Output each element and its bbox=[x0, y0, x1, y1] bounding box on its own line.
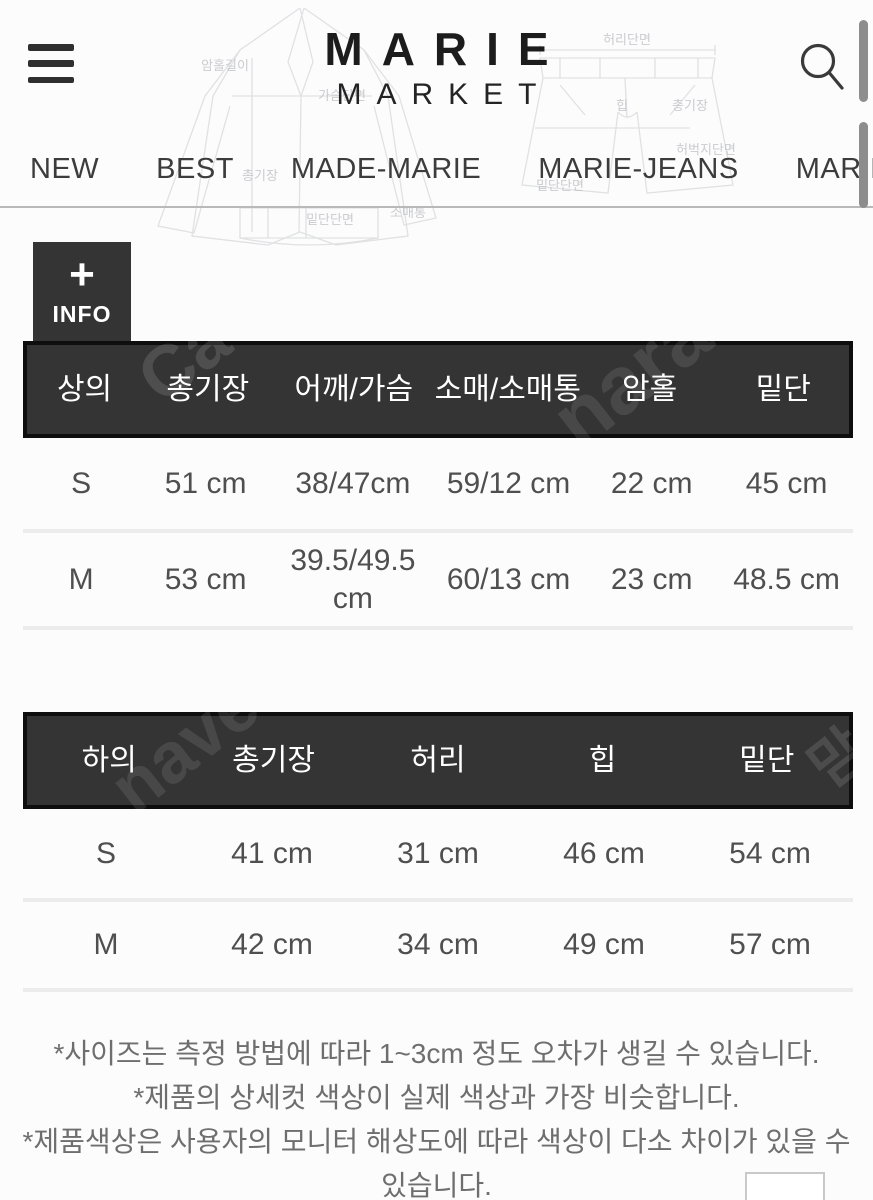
value-cell: 59/12 cm bbox=[446, 466, 571, 500]
shorts-sketch bbox=[521, 45, 734, 194]
value-cell: 48.5 cm bbox=[733, 562, 840, 596]
scrollbar-thumb[interactable] bbox=[859, 122, 868, 208]
column-header: 허리 bbox=[410, 743, 466, 777]
jacket-sketch-labels: 암홀길이 가슴단면 총기장 밑단단면 소매통 bbox=[201, 58, 426, 227]
sketch-label: 소매통 bbox=[390, 205, 426, 220]
row-divider bbox=[23, 626, 853, 630]
value-cell: 22 cm bbox=[610, 466, 693, 500]
column-header: 하의 bbox=[81, 743, 137, 777]
value-cell: 60/13 cm bbox=[446, 562, 571, 596]
sketch-label: 총기장 bbox=[242, 168, 278, 183]
nav-divider bbox=[0, 206, 873, 208]
tops-table-header: 상의 총기장 어깨/가슴 소매/소매통 암홀 밑단 bbox=[23, 341, 853, 438]
sketch-label: 밑단단면 bbox=[536, 178, 584, 193]
nav-item-best[interactable]: BEST bbox=[156, 152, 234, 185]
sketch-label: 가슴단면 bbox=[318, 88, 366, 103]
info-badge[interactable]: + INFO bbox=[33, 242, 131, 341]
size-cell: M bbox=[93, 928, 119, 961]
garment-sketch: 암홀길이 가슴단면 총기장 밑단단면 소매통 허리단면 힙 총기장 허벅지단면 … bbox=[157, 7, 736, 246]
value-cell: 57 cm bbox=[729, 928, 811, 961]
value-cell: 53 cm bbox=[164, 562, 247, 596]
note-line: *제품색상은 사용자의 모니터 해상도에 따라 색상이 다소 차이가 있을 수 … bbox=[22, 1126, 851, 1200]
shorts-sketch-labels: 허리단면 힙 총기장 허벅지단면 밑단단면 bbox=[536, 32, 736, 193]
column-header: 암홀 bbox=[622, 372, 678, 406]
menu-icon bbox=[28, 76, 74, 83]
value-cell: 42 cm bbox=[231, 928, 313, 961]
note-line: *제품의 상세컷 색상이 실제 색상과 가장 비슷합니다. bbox=[133, 1082, 740, 1113]
value-cell: 39.5/49.5 cm bbox=[290, 543, 416, 615]
column-header: 힙 bbox=[588, 743, 617, 777]
column-header: 소매/소매통 bbox=[434, 372, 582, 406]
main-nav: NEW BEST MADE-MARIE MARIE-JEANS MARIE-H bbox=[30, 147, 873, 191]
value-cell: 23 cm bbox=[610, 562, 693, 596]
table-row: M 53 cm 39.5/49.5 cm 60/13 cm 23 cm 48.5… bbox=[23, 533, 853, 626]
value-cell: 49 cm bbox=[563, 928, 645, 961]
value-cell: 46 cm bbox=[563, 836, 645, 870]
menu-icon bbox=[28, 60, 74, 67]
plus-icon: + bbox=[69, 250, 95, 299]
sketch-label: 총기장 bbox=[672, 98, 708, 113]
sketch-label: 밑단단면 bbox=[306, 212, 354, 227]
site-logo[interactable]: MARIE MARKET bbox=[0, 24, 873, 112]
size-cell: S bbox=[95, 836, 116, 870]
value-cell: 41 cm bbox=[231, 836, 313, 870]
column-header: 상의 bbox=[56, 372, 113, 406]
size-cell: M bbox=[68, 562, 94, 596]
bottoms-size-table: 하의 총기장 허리 힙 밑단 S 41 cm 31 cm 46 cm 54 cm… bbox=[23, 712, 853, 992]
nav-item-new[interactable]: NEW bbox=[30, 152, 100, 185]
bottoms-table-header: 하의 총기장 허리 힙 밑단 bbox=[23, 712, 853, 809]
table-row: M 42 cm 34 cm 49 cm 57 cm bbox=[23, 902, 853, 988]
sketch-label: 허리단면 bbox=[603, 32, 651, 47]
column-header: 밑단 bbox=[739, 743, 795, 777]
row-divider bbox=[23, 529, 853, 533]
menu-icon bbox=[28, 44, 74, 51]
column-header: 어깨/가슴 bbox=[294, 372, 414, 406]
sketch-label: 허벅지단면 bbox=[676, 142, 736, 157]
jacket-sketch bbox=[157, 7, 437, 246]
info-badge-label: INFO bbox=[52, 301, 112, 327]
note-line: *사이즈는 측정 방법에 따라 1~3cm 정도 오차가 생길 수 있습니다. bbox=[53, 1038, 820, 1069]
menu-button[interactable] bbox=[28, 44, 74, 83]
value-cell: 31 cm bbox=[397, 836, 479, 870]
size-disclaimer-notes: *사이즈는 측정 방법에 따라 1~3cm 정도 오차가 생길 수 있습니다. … bbox=[20, 1032, 853, 1200]
row-divider bbox=[23, 898, 853, 902]
value-cell: 38/47cm bbox=[295, 466, 411, 500]
value-cell: 34 cm bbox=[397, 928, 479, 961]
search-icon bbox=[800, 43, 844, 90]
value-cell: 51 cm bbox=[164, 466, 247, 500]
logo-line-2: MARKET bbox=[336, 78, 552, 111]
nav-item-made-marie[interactable]: MADE-MARIE bbox=[290, 152, 482, 185]
tops-size-table: 상의 총기장 어깨/가슴 소매/소매통 암홀 밑단 S 51 cm 38/47c… bbox=[23, 341, 853, 630]
row-divider bbox=[23, 988, 853, 992]
table-row: S 51 cm 38/47cm 59/12 cm 22 cm 45 cm bbox=[23, 438, 853, 529]
sketch-label: 힙 bbox=[616, 98, 628, 113]
scrollbar-thumb[interactable] bbox=[859, 20, 868, 102]
value-cell: 45 cm bbox=[745, 466, 828, 500]
scroll-top-button[interactable] bbox=[745, 1172, 825, 1200]
column-header: 총기장 bbox=[232, 743, 315, 777]
logo-line-1: MARIE bbox=[324, 23, 568, 75]
table-row: S 41 cm 31 cm 46 cm 54 cm bbox=[23, 809, 853, 898]
column-header: 총기장 bbox=[166, 372, 250, 406]
value-cell: 54 cm bbox=[729, 836, 811, 870]
nav-item-marie-jeans[interactable]: MARIE-JEANS bbox=[538, 152, 739, 185]
search-button[interactable] bbox=[797, 40, 847, 96]
sketch-label: 암홀길이 bbox=[201, 58, 249, 73]
column-header: 밑단 bbox=[755, 372, 811, 406]
size-cell: S bbox=[71, 466, 92, 500]
